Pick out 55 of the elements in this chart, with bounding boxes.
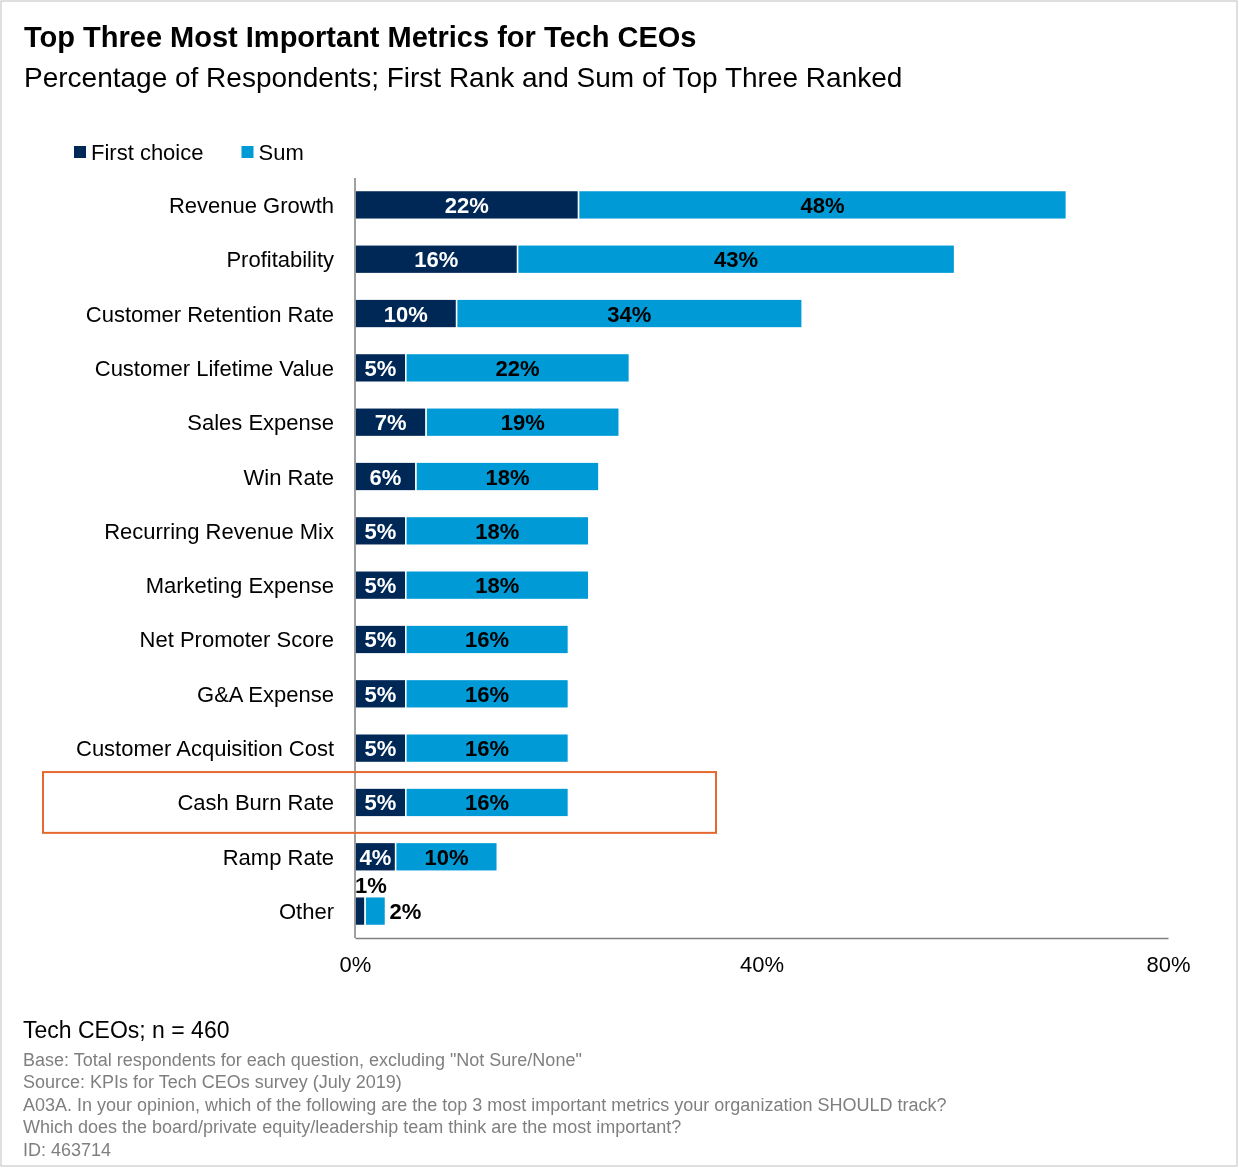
- data-label: 5%: [364, 736, 397, 762]
- data-label: 18%: [485, 464, 530, 490]
- data-label: 16%: [465, 627, 510, 653]
- text: Base: Total respondents for each question, excluding "Not Sure/None": [23, 1049, 582, 1070]
- data-label: 16%: [465, 736, 510, 762]
- data-label: 10%: [383, 301, 428, 327]
- data-label: 16%: [465, 681, 510, 707]
- data-label: 18%: [475, 573, 520, 599]
- data-label: 16%: [465, 790, 510, 816]
- y-tick-label: Win Rate: [243, 464, 334, 490]
- x-tick-label: 80%: [1146, 951, 1191, 977]
- data-label: 6%: [369, 464, 402, 490]
- y-tick-label: Marketing Expense: [145, 573, 334, 599]
- data-label: 48%: [800, 192, 845, 218]
- data-label: 19%: [500, 410, 545, 436]
- y-tick-label: Customer Acquisition Cost: [76, 736, 334, 762]
- text: Which does the board/private equity/leadership team think are the most important?: [23, 1117, 682, 1137]
- text: Tech CEOs; n = 460: [23, 1017, 230, 1043]
- y-tick-label: Net Promoter Score: [139, 627, 334, 653]
- data-label: 4%: [359, 844, 392, 870]
- data-label: 5%: [364, 518, 397, 544]
- y-tick-label: Other: [278, 899, 334, 925]
- text: A03A. In your opinion, which of the following are the top 3 most important metrics your organization SHOULD track?: [23, 1094, 947, 1115]
- x-tick-label: 0%: [339, 951, 372, 977]
- data-label: 43%: [714, 247, 759, 273]
- data-label: 10%: [424, 844, 469, 870]
- data-label: 2%: [389, 899, 422, 925]
- y-tick-label: Customer Retention Rate: [85, 301, 334, 327]
- y-tick-label: Sales Expense: [187, 410, 334, 436]
- y-tick-label: Customer Lifetime Value: [94, 355, 334, 381]
- chart-title: Top Three Most Important Metrics for Tech CEOs: [24, 21, 697, 53]
- data-label: 5%: [364, 355, 397, 381]
- y-tick-label: Ramp Rate: [222, 844, 334, 870]
- y-tick-label: Recurring Revenue Mix: [104, 518, 334, 544]
- text: ID: 463714: [23, 1139, 112, 1160]
- legend-label: Sum: [258, 140, 304, 165]
- data-label: 16%: [414, 247, 459, 273]
- y-tick-label: Profitability: [226, 247, 334, 273]
- data-label: 22%: [444, 192, 489, 218]
- y-tick-label: Revenue Growth: [168, 192, 334, 218]
- data-label: 5%: [364, 790, 397, 816]
- data-label: 34%: [607, 301, 652, 327]
- data-label: 18%: [475, 518, 520, 544]
- y-tick-label: Cash Burn Rate: [177, 790, 334, 816]
- x-tick-label: 40%: [739, 951, 785, 977]
- data-label: 22%: [495, 355, 540, 381]
- data-label: 7%: [374, 410, 407, 436]
- data-label: 1%: [355, 872, 387, 898]
- data-label: 5%: [364, 627, 397, 653]
- data-label: 5%: [364, 681, 397, 707]
- y-tick-label: G&A Expense: [197, 681, 334, 707]
- source-note: Source: KPIs for Tech CEOs survey (July 2019): [23, 1072, 402, 1092]
- data-label: 5%: [364, 573, 397, 599]
- legend-label: First choice: [91, 140, 204, 165]
- chart-subtitle: Percentage of Respondents; First Rank and Sum of Top Three Ranked: [24, 62, 903, 93]
